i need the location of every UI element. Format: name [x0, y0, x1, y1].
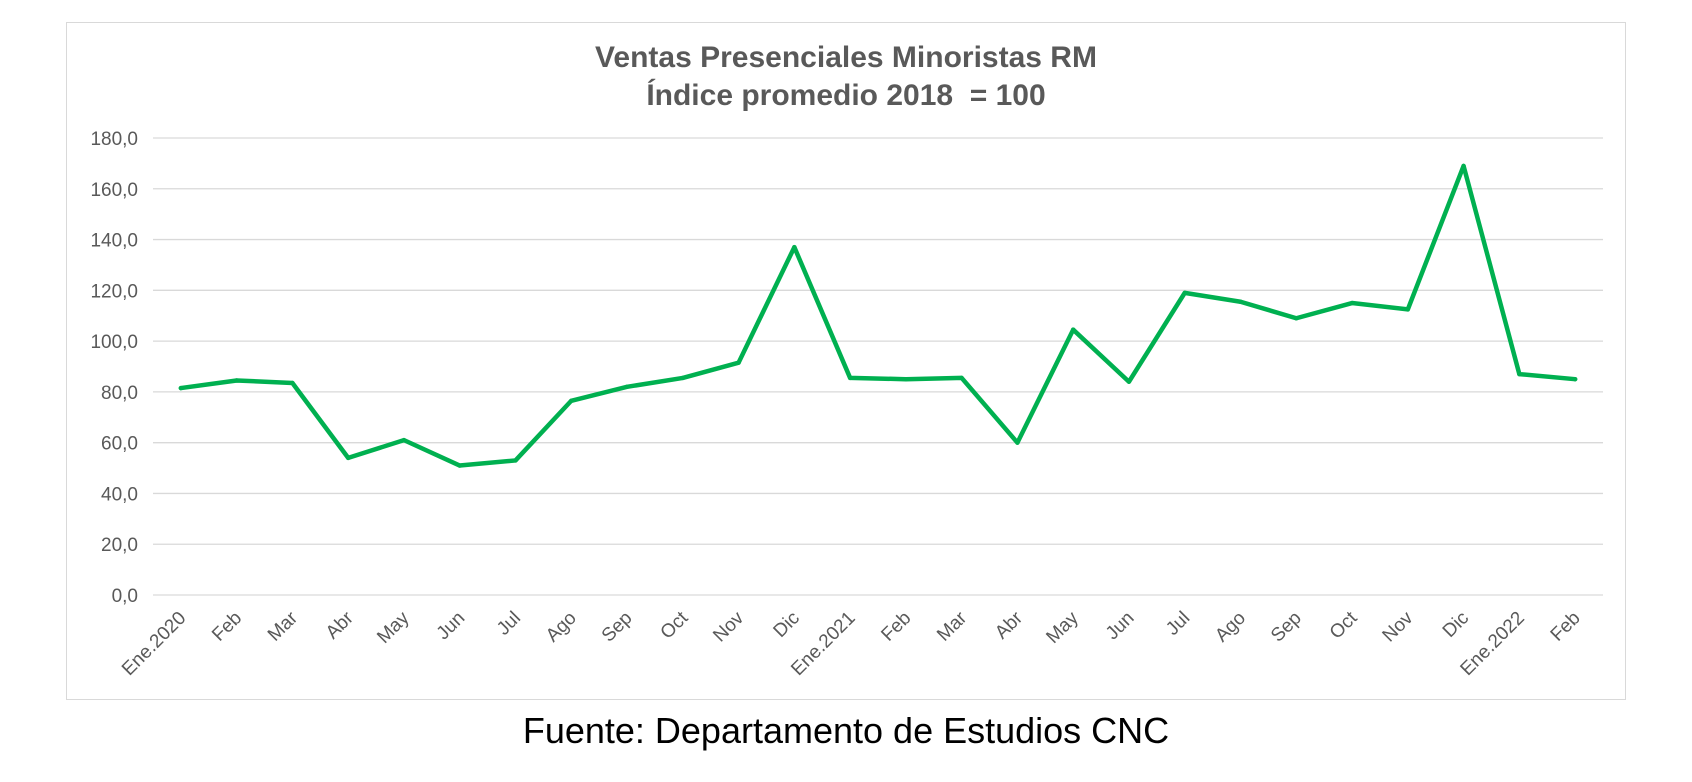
data-point — [792, 244, 797, 250]
x-tick-label: Feb — [1547, 608, 1585, 646]
data-point — [959, 375, 964, 381]
y-tick-label: 160,0 — [90, 180, 138, 201]
data-point — [457, 463, 462, 468]
grid-lines — [153, 137, 1603, 596]
x-tick-label: Jul — [1162, 608, 1194, 640]
x-tick-label: Jun — [433, 608, 470, 645]
y-tick-label: 100,0 — [90, 332, 138, 353]
data-point — [624, 384, 630, 390]
source-note: Fuente: Departamento de Estudios CNC — [522, 710, 1170, 751]
x-tick-label: Abr — [322, 607, 358, 643]
y-tick-label: 60,0 — [101, 434, 138, 455]
data-point — [1126, 379, 1132, 384]
x-tick-label: Mar — [264, 607, 302, 645]
data-point — [1517, 371, 1522, 377]
chart-subtitle: Índice promedio 2018 = 100 — [646, 78, 1045, 112]
x-tick-label: Ago — [1211, 608, 1250, 647]
data-point — [903, 376, 909, 382]
x-tick-label: Jun — [1102, 608, 1139, 645]
data-point — [178, 385, 184, 391]
data-point — [1015, 440, 1020, 445]
data-point — [1294, 316, 1299, 321]
x-tick-label: Dic — [1439, 608, 1473, 642]
x-tick-label: May — [373, 607, 414, 648]
data-point — [290, 380, 295, 386]
x-tick-label: Sep — [1267, 608, 1306, 647]
x-tick-label: Abr — [991, 607, 1027, 643]
y-axis-ticks: 0,0 20,0 40,0 60,0 80,0 100,0 120,0 140,0 160,0 1… — [90, 129, 138, 607]
data-point — [847, 375, 853, 381]
y-tick-label: 20,0 — [101, 535, 138, 556]
data-point — [513, 458, 518, 463]
data-point — [345, 455, 351, 461]
x-axis-ticks: Ene.2020 Feb Mar Abr May Jun Jul Ago Sep Oct Nov Di… — [118, 607, 1585, 680]
data-point — [234, 378, 239, 383]
data-point — [569, 398, 574, 403]
chart-frame: Ventas Presenciales Minoristas RM Índice… — [66, 22, 1626, 700]
y-tick-label: 40,0 — [101, 484, 138, 505]
x-tick-label: Ago — [542, 608, 581, 647]
data-point — [680, 375, 686, 381]
series-layer — [178, 163, 1578, 468]
y-tick-label: 120,0 — [90, 281, 138, 302]
x-tick-label: May — [1042, 607, 1083, 648]
y-tick-label: 0,0 — [112, 586, 138, 607]
y-tick-label: 140,0 — [90, 231, 138, 252]
x-tick-label: Nov — [1379, 607, 1418, 646]
data-point — [401, 437, 407, 443]
data-point — [1349, 300, 1355, 306]
data-point — [1238, 299, 1243, 304]
data-point — [1461, 163, 1466, 169]
x-tick-label: Mar — [933, 607, 971, 645]
data-point — [736, 360, 741, 365]
chart-plot: Ventas Presenciales Minoristas RM Índice… — [90, 41, 1603, 680]
x-tick-label: Ene.2020 — [118, 608, 190, 680]
x-tick-label: Feb — [208, 608, 246, 646]
data-point — [1182, 290, 1187, 296]
series-line — [178, 163, 1578, 468]
x-tick-label: Sep — [598, 608, 637, 647]
data-point — [1405, 307, 1411, 312]
x-tick-label: Oct — [657, 607, 693, 643]
x-tick-label: Oct — [1326, 607, 1362, 643]
x-tick-label: Nov — [709, 607, 748, 646]
x-tick-label: Feb — [877, 608, 915, 646]
x-tick-label: Dic — [770, 608, 804, 642]
y-tick-label: 80,0 — [101, 383, 138, 404]
chart-title: Ventas Presenciales Minoristas RM — [595, 41, 1097, 74]
data-point — [1070, 327, 1076, 332]
data-point — [1572, 376, 1578, 382]
x-tick-label: Jul — [493, 608, 525, 640]
y-tick-label: 180,0 — [90, 129, 138, 150]
